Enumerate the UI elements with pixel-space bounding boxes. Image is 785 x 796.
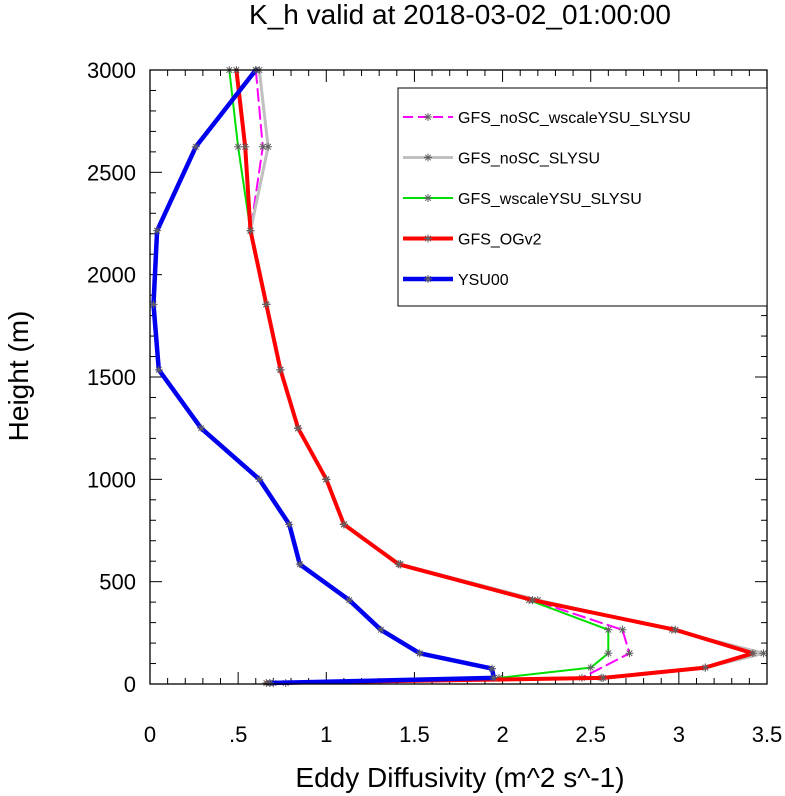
data-point-marker	[489, 673, 498, 682]
data-point-marker	[258, 142, 267, 151]
x-tick-label: 2.5	[575, 722, 606, 747]
y-tick-label: 1500	[87, 365, 136, 390]
y-tick-label: 2500	[87, 160, 136, 185]
legend-label-gfs-nosc-wscaleysu-slysu: GFS_noSC_wscaleYSU_SLYSU	[458, 110, 691, 127]
data-point-marker	[345, 596, 354, 605]
y-tick-label: 3000	[87, 58, 136, 83]
data-point-marker	[265, 678, 274, 687]
data-point-marker	[487, 664, 496, 673]
data-point-marker	[415, 649, 424, 658]
legend-label-gfs-nosc-slysu: GFS_noSC_SLYSU	[458, 151, 600, 168]
y-tick-label: 1000	[87, 467, 136, 492]
x-tick-label: 2	[496, 722, 508, 747]
y-tick-label: 2000	[87, 263, 136, 288]
data-point-marker	[276, 365, 285, 374]
x-tick-label: .5	[229, 722, 247, 747]
data-point-marker	[246, 226, 255, 235]
data-point-marker	[394, 560, 403, 569]
data-point-marker	[153, 226, 162, 235]
data-point-marker	[241, 142, 250, 151]
x-tick-label: 1.5	[399, 722, 430, 747]
data-point-marker	[528, 596, 537, 605]
data-point-marker	[759, 649, 768, 658]
data-point-marker	[262, 300, 271, 309]
data-point-marker	[154, 365, 163, 374]
data-point-marker	[255, 475, 264, 484]
y-axis-label: Height (m)	[3, 311, 34, 442]
legend-marker	[424, 275, 432, 283]
legend: GFS_noSC_wscaleYSU_SLYSU GFS_noSC_SLYSU GF…	[397, 87, 768, 307]
axis-ticks: 0 .5 1 1.5 2 2.5 3 3.5 0 500 1000 1500 2000 2500 3000	[87, 58, 782, 747]
data-point-marker	[599, 673, 608, 682]
data-point-marker	[701, 663, 710, 672]
data-point-marker	[618, 625, 627, 634]
x-tick-label: 0	[144, 722, 156, 747]
data-point-marker	[264, 142, 273, 151]
data-point-marker	[376, 625, 385, 634]
x-tick-label: 3	[673, 722, 685, 747]
x-tick-label: 1	[320, 722, 332, 747]
data-point-marker	[339, 520, 348, 529]
data-point-marker	[294, 424, 303, 433]
legend-marker	[424, 113, 432, 121]
data-point-marker	[285, 520, 294, 529]
legend-box	[397, 87, 768, 307]
legend-label-ysu00: YSU00	[458, 272, 509, 289]
legend-label-gfs-ogv2: GFS_OGv2	[458, 232, 542, 249]
legend-marker	[424, 234, 432, 243]
data-point-marker	[234, 142, 243, 151]
data-point-marker	[191, 142, 200, 151]
data-point-marker	[604, 649, 613, 658]
data-point-marker	[295, 560, 304, 569]
y-tick-label: 0	[124, 672, 136, 697]
data-point-marker	[322, 475, 331, 484]
chart-title: K_h valid at 2018-03-02_01:00:00	[249, 0, 671, 30]
legend-marker	[424, 194, 432, 202]
x-tick-label: 3.5	[752, 722, 783, 747]
y-tick-label: 500	[99, 570, 136, 595]
data-point-marker	[671, 625, 680, 634]
data-point-marker	[625, 649, 634, 658]
legend-label-gfs-wscaleysu-slysu: GFS_wscaleYSU_SLYSU	[458, 191, 642, 208]
plot-frame	[149, 69, 768, 685]
x-axis-label: Eddy Diffusivity (m^2 s^-1)	[295, 762, 624, 793]
data-point-marker	[748, 649, 757, 658]
data-point-marker	[604, 625, 613, 634]
data-point-marker	[149, 300, 158, 309]
legend-marker	[424, 153, 432, 162]
data-point-marker	[197, 424, 206, 433]
data-point-marker	[586, 663, 595, 672]
